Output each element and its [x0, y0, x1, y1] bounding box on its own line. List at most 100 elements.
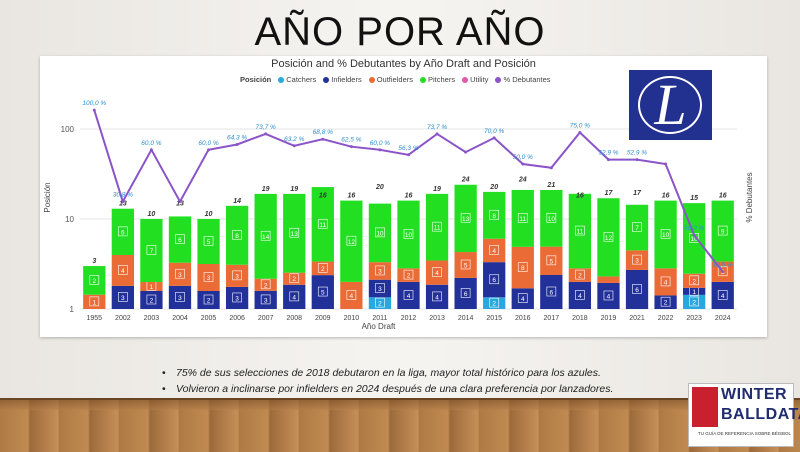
line-point: [578, 131, 582, 135]
line-point: [407, 153, 410, 157]
bar-value-label: 14: [262, 234, 270, 241]
bar-value-box: [717, 225, 728, 236]
bar-value-box: [175, 268, 185, 279]
bar-segment-outfielders: [368, 262, 392, 280]
bar-value-box: [375, 283, 385, 293]
bar-value-label: 4: [521, 296, 525, 303]
bar-value-box: [346, 290, 357, 300]
bar-segment-pitchers: [540, 189, 563, 247]
bar-value-label: 2: [578, 273, 582, 280]
bar-total-label: 19: [290, 186, 298, 193]
bar-value-box: [203, 294, 214, 305]
bar-total-label: 16: [347, 193, 355, 200]
bar-value-label: 4: [407, 293, 411, 300]
bar-value-box: [632, 254, 642, 265]
bar-segment-pitchers: [83, 266, 106, 295]
line-point: [464, 150, 468, 154]
bar-value-box: [460, 288, 471, 298]
line-point: [207, 148, 211, 152]
bar-segment-infielders: [368, 279, 392, 298]
x-tick-label: 2013: [429, 315, 445, 322]
bar-segment-outfielders: [340, 281, 363, 309]
bar-value-label: 7: [635, 225, 639, 232]
bar-value-box: [460, 259, 471, 270]
bar-segment-outfielders: [111, 255, 134, 286]
bar-value-box: [546, 286, 557, 297]
bar-value-label: 3: [178, 295, 182, 302]
line-point-label: 73,7 %: [256, 124, 276, 131]
line-point: [178, 200, 182, 204]
bar-segment-outfielders: [454, 252, 477, 278]
bar-segment-catchers: [483, 297, 506, 309]
bar-value-label: 4: [435, 270, 439, 277]
chart-title: Posición and % Debutantes by Año Draft a…: [271, 58, 536, 70]
bar-value-box: [517, 213, 528, 223]
slide-title: AÑO POR AÑO: [254, 10, 546, 54]
bar-value-label: 2: [492, 301, 496, 308]
bar-value-box: [632, 222, 642, 232]
line-point-label: 56,3 %: [398, 145, 418, 152]
x-tick-label: 2015: [486, 315, 502, 322]
line-point: [664, 162, 668, 166]
bar-total-label: 16: [319, 193, 327, 200]
bar-value-label: 6: [635, 287, 639, 294]
bar-value-box: [432, 267, 442, 277]
line-point-label: 70,0 %: [484, 128, 504, 135]
y2-axis-title: % Debutantes: [745, 172, 754, 222]
bar-value-label: 2: [692, 299, 696, 306]
bar-value-label: 5: [464, 262, 468, 269]
bar-value-label: 1: [92, 299, 96, 306]
bar-value-box: [517, 262, 528, 272]
bar-value-box: [517, 293, 528, 303]
line-point-label: 50,0 %: [684, 225, 704, 232]
line-point: [264, 132, 268, 136]
bar-segment-pitchers: [511, 189, 534, 247]
x-tick-label: 2016: [515, 315, 531, 322]
bar-segment-infielders: [454, 277, 477, 309]
wood-floor-decoration: [0, 398, 800, 452]
bar-value-box: [232, 270, 242, 281]
bar-segment-pitchers: [197, 218, 220, 264]
bar-value-box: [232, 229, 242, 240]
bar-value-label: 6: [550, 289, 554, 296]
line-point-label: 100,0 %: [82, 100, 106, 107]
bar-segment-infielders: [654, 295, 677, 309]
bar-value-box: [403, 269, 414, 280]
bar-total-label: 24: [461, 177, 470, 184]
bar-value-box: [660, 276, 671, 287]
y-tick-label: 100: [61, 125, 75, 134]
bar-value-box: [260, 230, 271, 241]
bar-segment-infielders: [511, 288, 534, 309]
bar-value-label: 8: [492, 213, 496, 220]
bar-total-label: 24: [518, 177, 527, 184]
bar-total-label: 16: [719, 193, 727, 200]
bar-segment-infielders: [254, 290, 277, 309]
bar-segment-outfielders: [511, 246, 534, 289]
line-point: [121, 200, 125, 204]
bar-value-box: [689, 296, 700, 307]
bar-value-label: 4: [435, 294, 439, 301]
bar-segment-infielders: [425, 284, 449, 309]
bar-value-box: [232, 292, 242, 303]
line-point: [692, 233, 696, 237]
line-point-label: 62,5 %: [341, 137, 361, 144]
bar-total-label: 16: [662, 193, 670, 200]
x-tick-label: 2003: [144, 315, 160, 322]
legend-item-catchers: Catchers: [278, 75, 316, 84]
bar-value-label: 2: [664, 300, 668, 307]
bar-total-label: 16: [405, 193, 413, 200]
line-point: [549, 166, 553, 170]
line-point: [635, 158, 639, 162]
line-point: [521, 162, 525, 166]
legend-item-outfielders: Outfielders: [368, 75, 413, 84]
bar-value-box: [203, 236, 214, 246]
bar-value-label: 6: [178, 237, 182, 244]
bar-total-label: 20: [375, 184, 384, 191]
bar-value-box: [489, 297, 500, 308]
legend-item-debutantes: % Debutantes: [495, 75, 551, 84]
x-tick-label: 2005: [201, 315, 217, 322]
bar-segment-pitchers: [597, 198, 620, 277]
bar-total-label: 19: [433, 186, 441, 193]
bar-segment-infielders: [540, 274, 563, 309]
